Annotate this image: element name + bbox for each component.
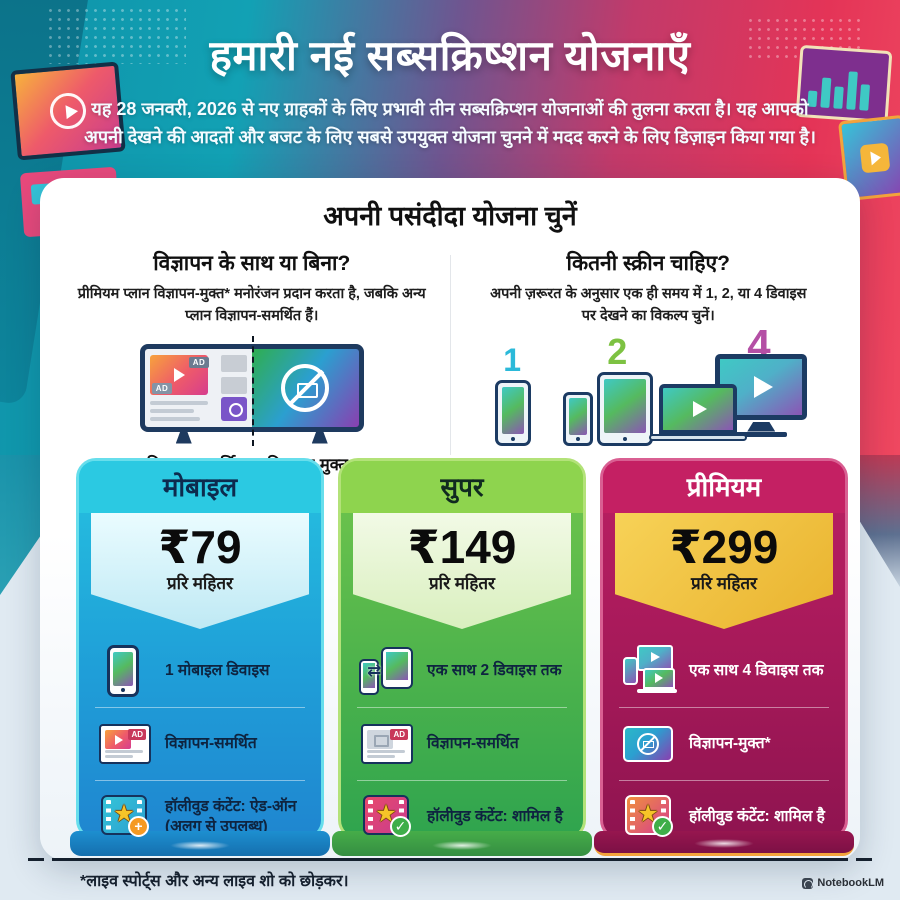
notebooklm-logo-icon bbox=[802, 877, 814, 889]
ads-question-heading: विज्ञापन के साथ या बिना? bbox=[153, 252, 351, 275]
plan-name: प्रीमियम bbox=[603, 461, 845, 513]
smartphone-icon bbox=[97, 645, 153, 697]
plan-price: ₹299 bbox=[669, 521, 779, 573]
feature-row: 1 मोबाइल डिवाइस bbox=[95, 635, 305, 707]
tv-adfree-half bbox=[251, 348, 359, 427]
price-badge: ₹299 प्ररि महितर bbox=[615, 513, 833, 629]
ad-badge: AD bbox=[151, 382, 173, 394]
devices-swap-icon: ⇄ bbox=[359, 645, 415, 697]
thumbnail-tiles bbox=[220, 354, 247, 399]
split-divider bbox=[251, 335, 254, 446]
plan-card-super: सुपर ₹149 प्ररि महितर ⇄ एक साथ 2 डिवाइस … bbox=[332, 458, 592, 856]
page-subtitle: यह 28 जनवरी, 2026 से नए ग्राहकों के लिए … bbox=[70, 96, 830, 152]
play-icon bbox=[859, 142, 891, 174]
feature-row: ⇄ एक साथ 2 डिवाइस तक bbox=[357, 635, 567, 707]
count-1-label: 1 bbox=[503, 341, 522, 378]
plan-name: सुपर bbox=[341, 461, 583, 513]
split-tv-illustration: AD AD विज्ञापन-समर्थित bbox=[139, 335, 364, 475]
mini-player-icon bbox=[220, 396, 247, 421]
no-ads-icon bbox=[281, 363, 330, 412]
plan-period: प्ररि महितर bbox=[691, 574, 757, 594]
plan-name: मोबाइल bbox=[79, 461, 321, 513]
page-title: हमारी नई सब्सक्रिष्शन योजनाएँ bbox=[209, 32, 691, 79]
plan-period: प्ररि महितर bbox=[167, 574, 233, 594]
plan-card-mobile: मोबाइल ₹79 प्ररि महितर 1 मोबाइल डिवाइस bbox=[70, 458, 330, 856]
card-pedestal bbox=[70, 831, 330, 856]
screens-question-heading: कितनी स्क्रीन चाहिए? bbox=[566, 252, 731, 275]
laptop-base bbox=[649, 433, 748, 441]
panel-heading: अपनी पसंदीदा योजना चुनें bbox=[323, 201, 577, 231]
decor-right-wedge bbox=[858, 455, 900, 587]
film-star-check-icon: ★ ✓ bbox=[621, 791, 677, 843]
plan-price: ₹79 bbox=[158, 521, 242, 573]
film-star-check-icon: ★ ✓ bbox=[359, 791, 415, 843]
attribution: NotebookLM bbox=[802, 877, 884, 889]
card-pedestal bbox=[332, 831, 592, 856]
ads-question-section: विज्ञापन के साथ या बिना? प्रीमियम प्लान … bbox=[54, 241, 450, 475]
ad-video-icon: AD bbox=[97, 718, 153, 770]
no-ads-screen-icon bbox=[621, 718, 677, 770]
tv-base bbox=[735, 431, 788, 437]
disclaimer-note: *लाइव स्पोर्ट्स और अन्य लाइव शो को छोड़क… bbox=[80, 873, 349, 890]
floor-line bbox=[28, 858, 872, 861]
price-badge: ₹79 प्ररि महितर bbox=[91, 513, 309, 629]
plan-card-premium: प्रीमियम ₹299 प्ररि महितर एक साथ 4 डिवाइ… bbox=[594, 458, 854, 856]
plan-period: प्ररि महितर bbox=[429, 574, 495, 594]
feature-row: एक साथ 4 डिवाइस तक bbox=[619, 635, 829, 707]
plus-badge-icon: + bbox=[128, 816, 149, 837]
feature-row: ★ ✓ हॉलीवुड कंटेंट: शामिल है bbox=[619, 780, 829, 853]
count-2-label: 2 bbox=[607, 330, 628, 372]
subtitle-line-1: यह 28 जनवरी, 2026 से नए ग्राहकों के लिए … bbox=[91, 99, 809, 119]
ads-question-body: प्रीमियम प्लान विज्ञापन-मुक्त* मनोरंजन प… bbox=[77, 286, 426, 324]
ad-badge: AD bbox=[128, 729, 146, 740]
text-lines bbox=[149, 397, 210, 421]
dot-pattern bbox=[46, 6, 186, 64]
phone-icon bbox=[495, 379, 532, 446]
plan-price: ₹149 bbox=[407, 521, 517, 573]
attribution-label: NotebookLM bbox=[817, 877, 884, 889]
devices-illustration: 1 2 4 bbox=[483, 323, 813, 460]
card-pedestal bbox=[594, 831, 854, 856]
film-star-plus-icon: ★ + bbox=[97, 791, 153, 843]
feature-row: AD विज्ञापन-समर्थित bbox=[357, 707, 567, 780]
feature-row: ★ ✓ हॉलीवुड कंटेंट: शामिल है bbox=[357, 780, 567, 853]
screens-question-body: अपनी ज़रूरत के अनुसार एक ही समय में 1, 2… bbox=[490, 286, 807, 324]
multi-device-icon bbox=[621, 645, 677, 697]
laptop-icon bbox=[659, 383, 738, 434]
plan-cards-row: मोबाइल ₹79 प्ररि महितर 1 मोबाइल डिवाइस bbox=[70, 458, 854, 856]
tv-legs bbox=[140, 431, 364, 444]
tv-frame: AD AD bbox=[139, 335, 364, 446]
tv-stand bbox=[747, 421, 776, 432]
ad-badge: AD bbox=[390, 729, 408, 740]
tablet-icon bbox=[597, 371, 654, 446]
price-badge: ₹149 प्ररि महितर bbox=[353, 513, 571, 629]
section-divider bbox=[449, 255, 451, 455]
feature-row: विज्ञापन-मुक्त* bbox=[619, 707, 829, 780]
ad-badge: AD bbox=[188, 356, 210, 368]
screens-question-section: कितनी स्क्रीन चाहिए? अपनी ज़रूरत के अनुस… bbox=[451, 241, 847, 475]
subtitle-line-2: अपनी देखने की आदतों और बजट के लिए सबसे उ… bbox=[84, 126, 816, 147]
check-badge-icon: ✓ bbox=[652, 816, 673, 837]
ad-video-icon: AD bbox=[359, 718, 415, 770]
check-badge-icon: ✓ bbox=[390, 816, 411, 837]
phone-icon bbox=[563, 391, 594, 446]
tv-ads-half: AD AD bbox=[144, 348, 252, 427]
feature-row: AD विज्ञापन-समर्थित bbox=[95, 707, 305, 780]
